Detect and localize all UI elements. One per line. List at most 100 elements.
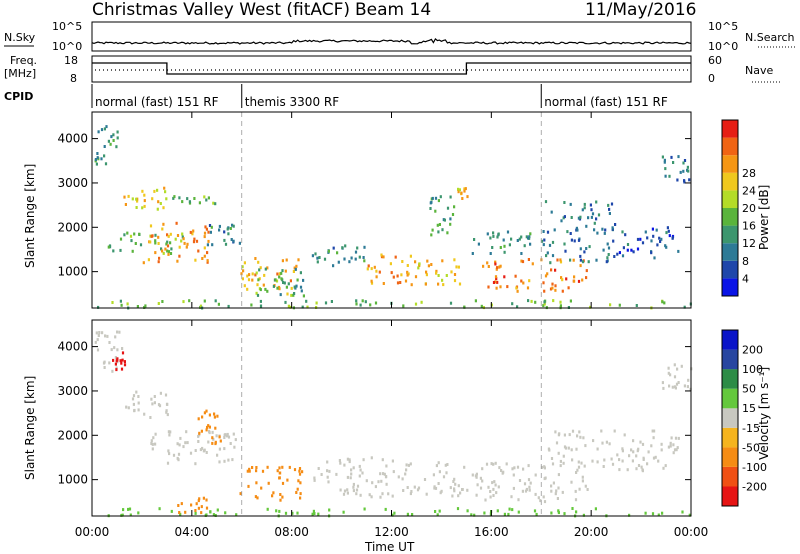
data-cell [523,482,527,486]
power-colorbar-label: Power [dB] [757,185,771,250]
data-cell [495,277,498,281]
data-cell [217,302,220,306]
data-cell [197,506,200,510]
data-cell [112,139,115,142]
data-cell [437,282,440,286]
data-cell [182,300,185,304]
data-cell [158,507,161,511]
data-cell [425,492,428,496]
data-cell [295,264,298,268]
data-cell [205,198,208,202]
data-cell [260,486,263,490]
data-cell [96,152,99,155]
data-cell [281,465,284,469]
data-cell [560,276,563,280]
data-cell [232,239,235,243]
data-cell [466,195,469,199]
cpid-segments: normal (fast) 151 RF themis 3300 RF normal… [91,84,668,109]
data-cell [449,222,452,226]
colorbar-cell [722,278,738,296]
data-cell [343,489,347,493]
data-cell [162,251,165,255]
data-cell [583,250,586,254]
data-cell [223,230,226,234]
data-cell [318,256,321,259]
data-cell [417,486,421,490]
data-cell [681,510,684,514]
data-cell [165,410,168,414]
data-cell [350,472,353,476]
data-cell [402,304,405,308]
data-cell [302,294,305,298]
data-cell [496,280,499,284]
data-cell [227,458,230,462]
data-cell [517,510,520,514]
nsky-trace [91,37,692,45]
data-cell [286,478,289,482]
data-cell [542,304,545,308]
data-cell [527,258,530,261]
data-cell [177,458,180,462]
data-cell [589,305,592,309]
data-cell [659,240,662,243]
data-cell [248,469,251,473]
data-cell [417,266,420,270]
data-cell [511,508,514,512]
power-panel-bg [92,112,691,308]
data-cell [127,406,130,410]
colorbar-tick-label: 50 [742,383,756,396]
data-cell [601,441,604,445]
data-cell [567,286,570,290]
data-cell [263,273,266,277]
data-cell [384,507,387,511]
data-cell [554,430,557,434]
data-cell [601,227,604,231]
data-cell [413,485,416,489]
data-cell [463,187,466,191]
data-cell [157,235,160,239]
data-cell [359,468,362,472]
data-cell [346,457,349,461]
data-cell [621,447,624,451]
data-cell [457,494,460,498]
data-cell [450,270,453,274]
data-cell [316,260,319,264]
data-cell [635,304,638,307]
data-cell [551,286,554,290]
data-cell [453,205,456,209]
data-cell [489,490,492,493]
colorbar-cell [722,408,738,428]
data-cell [211,243,214,247]
data-cell [559,459,562,463]
data-cell [425,270,428,274]
data-cell [623,433,626,437]
data-cell [579,254,582,258]
data-cell [279,293,282,297]
data-cell [479,486,483,490]
data-cell [206,260,209,264]
data-cell [523,244,526,248]
data-cell [641,468,644,472]
data-cell [481,467,484,471]
data-cell [211,436,214,440]
data-cell [404,279,408,283]
data-cell [669,441,672,445]
data-cell [595,217,598,221]
data-cell [311,512,314,516]
data-cell [566,230,569,234]
y-tick-label: 1000 [57,265,88,279]
data-cell [205,428,208,432]
data-cell [247,278,251,282]
data-cell [663,160,666,164]
data-cell [348,458,351,462]
data-cell [673,448,677,452]
data-cell [194,511,197,515]
data-cell [197,434,200,438]
data-cell [151,447,154,451]
data-cell [359,493,362,497]
data-cell [453,273,457,276]
data-cell [139,243,143,247]
data-cell [521,260,525,264]
data-cell [442,283,445,287]
data-cell [165,242,168,246]
